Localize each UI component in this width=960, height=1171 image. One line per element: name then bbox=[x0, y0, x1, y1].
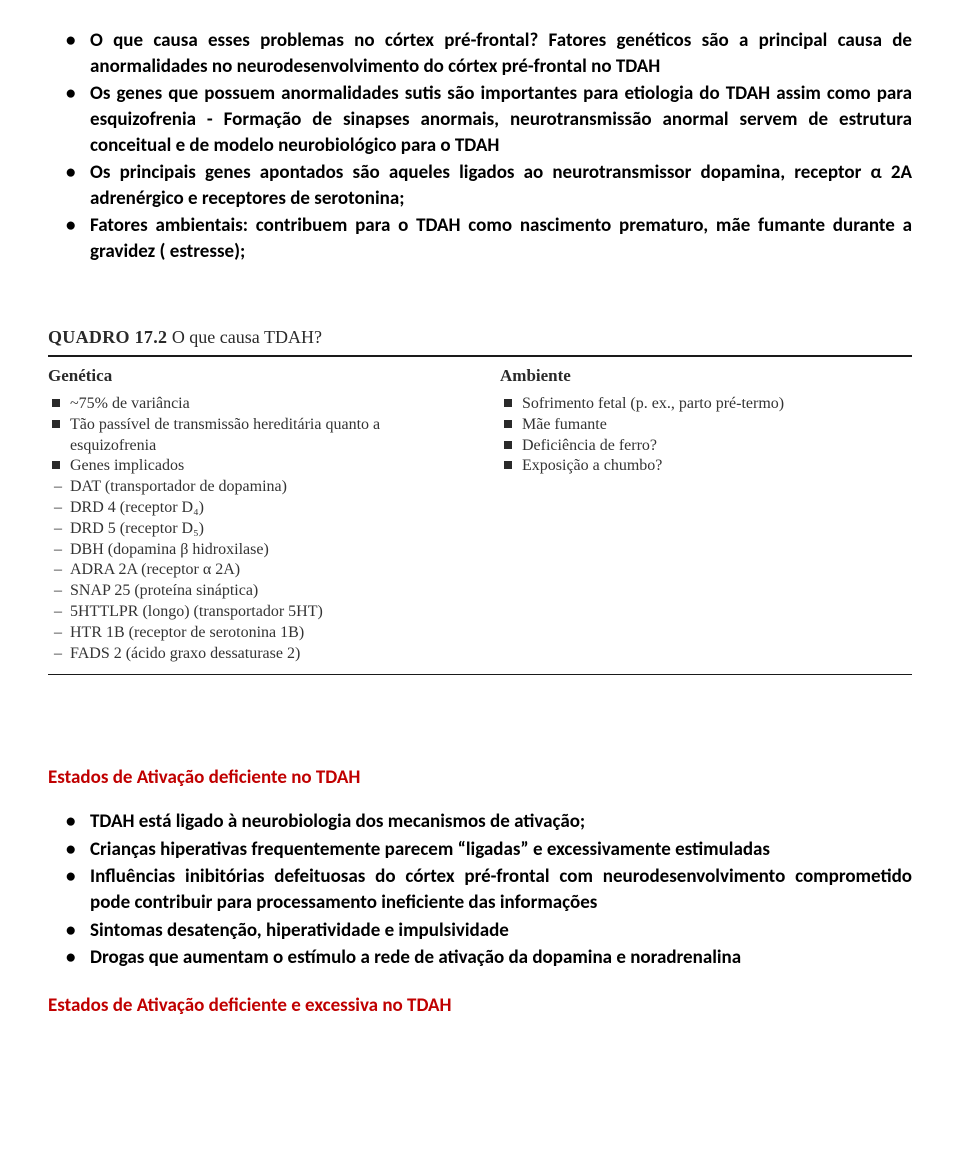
list-item: Drogas que aumentam o estímulo a rede de… bbox=[90, 945, 912, 971]
scan-list-item: Genes implicados bbox=[52, 456, 460, 477]
scan-list-item: FADS 2 (ácido graxo dessaturase 2) bbox=[52, 644, 460, 665]
scan-list-item: 5HTTLPR (longo) (transportador 5HT) bbox=[52, 602, 460, 623]
scan-list-item: Exposição a chumbo? bbox=[504, 456, 912, 477]
list-item: Influências inibitórias defeituosas do c… bbox=[90, 864, 912, 915]
scan-list-item: DRD 5 (receptor D₅) bbox=[52, 519, 460, 540]
scan-list-item: Tão passível de transmissão hereditária … bbox=[52, 415, 460, 457]
scan-columns: Genética ~75% de variânciaTão passível d… bbox=[48, 365, 912, 664]
scanned-table-block: QUADRO 17.2 O que causa TDAH? Genética ~… bbox=[48, 325, 912, 676]
divider bbox=[48, 355, 912, 357]
scan-right-list: Sofrimento fetal (p. ex., parto pré-term… bbox=[500, 394, 912, 477]
list-item: Os genes que possuem anormalidades sutis… bbox=[90, 81, 912, 158]
list-item: Crianças hiperativas frequentemente pare… bbox=[90, 837, 912, 863]
scan-list-item: ADRA 2A (receptor α 2A) bbox=[52, 560, 460, 581]
scan-left-list: ~75% de variânciaTão passível de transmi… bbox=[48, 394, 460, 664]
list-item: Os principais genes apontados são aquele… bbox=[90, 160, 912, 211]
scan-col-ambiente: Ambiente Sofrimento fetal (p. ex., parto… bbox=[500, 365, 912, 664]
section-heading-red: Estados de Ativação deficiente no TDAH bbox=[48, 765, 912, 791]
scan-list-item: SNAP 25 (proteína sináptica) bbox=[52, 581, 460, 602]
col-header: Genética bbox=[48, 365, 460, 388]
list-item: Fatores ambientais: contribuem para o TD… bbox=[90, 213, 912, 264]
scan-list-item: DBH (dopamina β hidroxilase) bbox=[52, 540, 460, 561]
scan-col-genetica: Genética ~75% de variânciaTão passível d… bbox=[48, 365, 460, 664]
list-item: TDAH está ligado à neurobiologia dos mec… bbox=[90, 809, 912, 835]
scan-list-item: ~75% de variância bbox=[52, 394, 460, 415]
scan-list-item: HTR 1B (receptor de serotonina 1B) bbox=[52, 623, 460, 644]
scan-title: QUADRO 17.2 O que causa TDAH? bbox=[48, 325, 912, 349]
scan-list-item: Mãe fumante bbox=[504, 415, 912, 436]
scan-question: O que causa TDAH? bbox=[172, 327, 322, 347]
scan-list-item: DAT (transportador de dopamina) bbox=[52, 477, 460, 498]
list-item: Sintomas desatenção, hiperatividade e im… bbox=[90, 918, 912, 944]
col-header: Ambiente bbox=[500, 365, 912, 388]
section-heading-red: Estados de Ativação deficiente e excessi… bbox=[48, 993, 912, 1019]
top-bullet-list: O que causa esses problemas no córtex pr… bbox=[48, 28, 912, 265]
scan-list-item: DRD 4 (receptor D₄) bbox=[52, 498, 460, 519]
divider bbox=[48, 674, 912, 675]
scan-list-item: Deficiência de ferro? bbox=[504, 436, 912, 457]
scan-list-item: Sofrimento fetal (p. ex., parto pré-term… bbox=[504, 394, 912, 415]
scan-label: QUADRO 17.2 bbox=[48, 327, 167, 347]
lower-bullet-list: TDAH está ligado à neurobiologia dos mec… bbox=[48, 809, 912, 971]
list-item: O que causa esses problemas no córtex pr… bbox=[90, 28, 912, 79]
